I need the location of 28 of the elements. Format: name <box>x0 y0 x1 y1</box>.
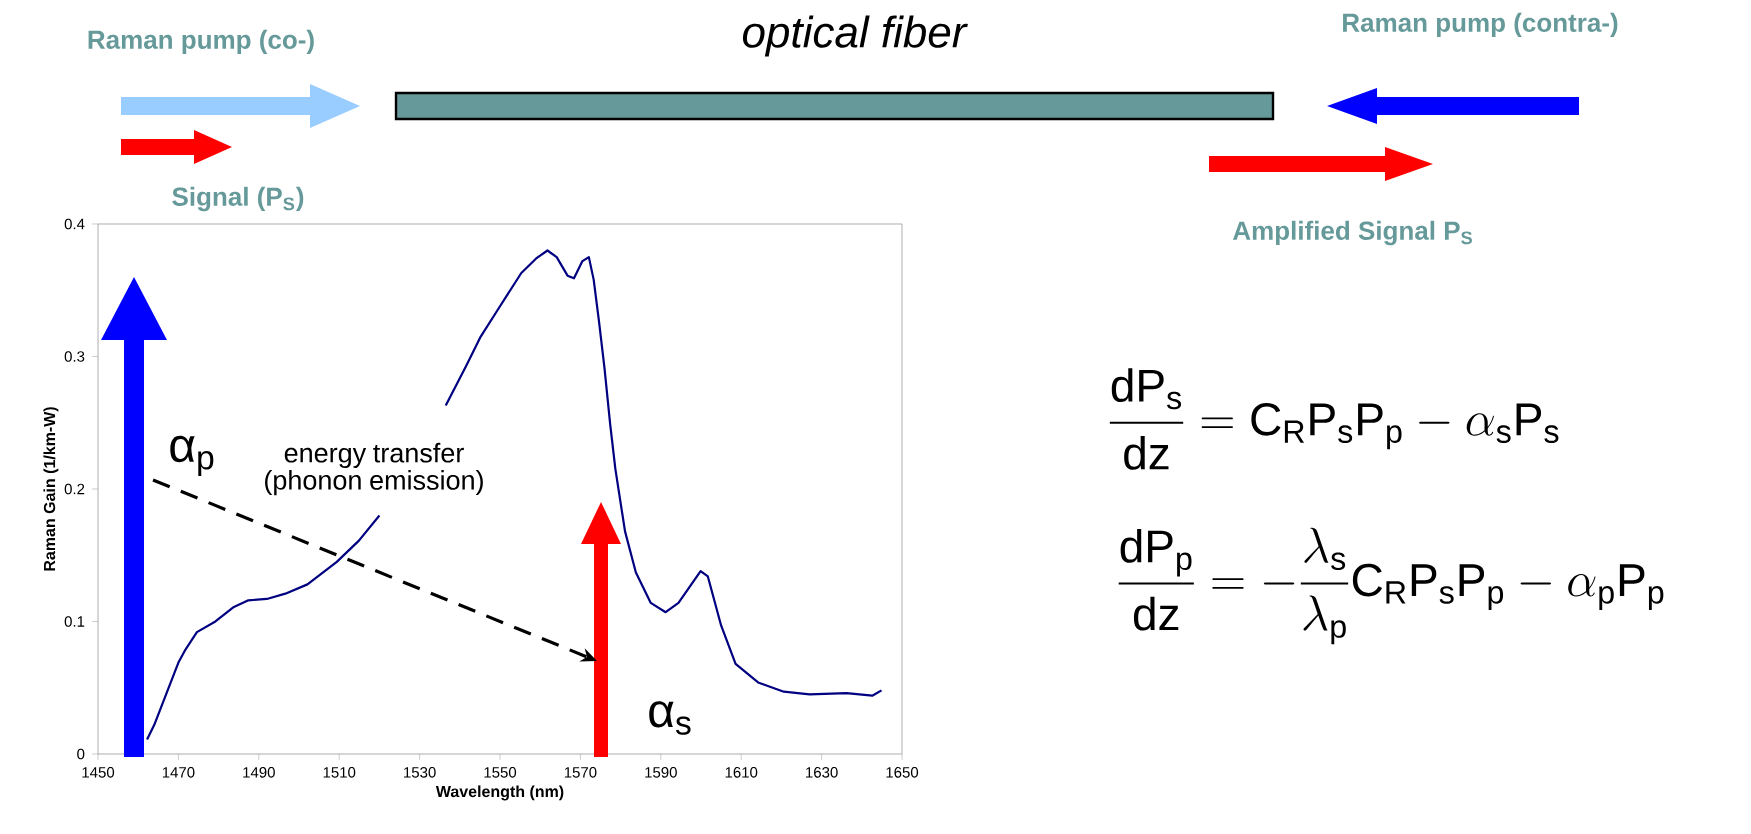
y-tick-label: 0 <box>77 748 85 760</box>
text: Raman pump (co-) <box>88 29 314 55</box>
y-tick-label: 0.3 <box>64 351 85 362</box>
text: optical fiber <box>742 15 968 57</box>
y-axis-title: Raman Gain (1/km-W) <box>43 407 59 571</box>
x-tick-label: 1630 <box>806 767 838 778</box>
x-tick-label: 1450 <box>82 767 115 778</box>
x-tick-label: 1490 <box>243 767 275 778</box>
x-tick-label: 1570 <box>564 767 597 778</box>
y-tick-label: 0.4 <box>64 218 85 230</box>
x-tick-label: 1510 <box>323 767 356 778</box>
text: Signal (P$_{S}$) <box>172 186 304 212</box>
text: $\frac{\mathsf{dP_s}}{\mathsf{dz}} = \mathsf{C_R P_s P_p} - \alpha_{\mathsf{s}}\mathsf{P_s}$ <box>1109 368 1559 470</box>
x-tick-label: 1550 <box>484 767 517 778</box>
x-tick-label: 1650 <box>886 767 919 778</box>
text: $\frac{\mathsf{dP_p}}{\mathsf{dz}} = -\frac{\lambda_{\mathsf{s}}}{\lambda_{\mathsf{p}}}\mathsf{C_R P_s P_p} - \alpha_{\mathsf{p}}\mathsf{P_p}$ <box>1118 527 1664 645</box>
x-axis-title: Wavelength (nm) <box>435 785 564 801</box>
x-tick-label: 1610 <box>725 767 758 778</box>
text: Raman pump (contra-) <box>1343 12 1618 38</box>
y-tick-label: 0.2 <box>64 483 85 495</box>
y-tick-label: 0.1 <box>64 616 85 627</box>
text: Amplified Signal P$_{S}$ <box>1232 220 1472 246</box>
annotation: energy transfer (phonon emission) <box>265 442 483 496</box>
x-tick-label: 1590 <box>645 767 677 778</box>
x-tick-label: 1470 <box>162 767 195 778</box>
annotation: α$_{s}$ <box>649 701 691 735</box>
annotation: α$_{p}$ <box>170 435 214 477</box>
x-tick-label: 1530 <box>404 767 436 778</box>
